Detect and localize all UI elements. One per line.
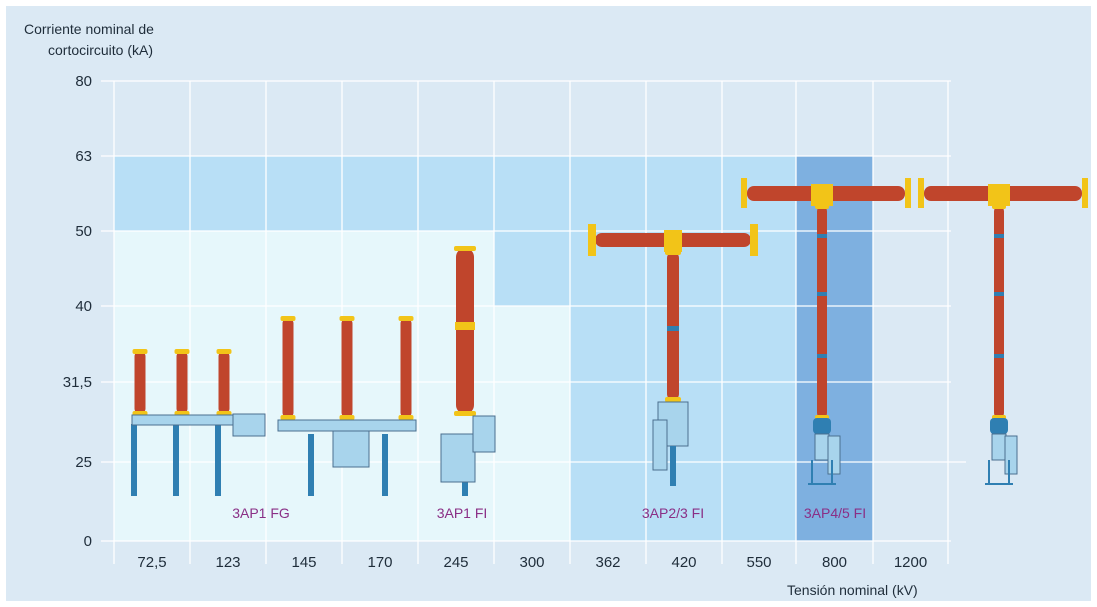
x-tick-label: 145: [291, 554, 316, 571]
y-tick-label: 40: [75, 298, 92, 315]
x-tick-label: 72,5: [137, 554, 166, 571]
x-tick-label: 123: [215, 554, 240, 571]
circuit-breaker-3ap1fg-icon: [277, 316, 417, 496]
y-tick-label: 63: [75, 148, 92, 165]
x-tick-label: 1200: [894, 554, 927, 571]
x-tick-label: 550: [746, 554, 771, 571]
circuit-breaker-3ap45fi-icon: [918, 178, 1088, 485]
x-tick-label: 362: [595, 554, 620, 571]
y-tick-label: 50: [75, 223, 92, 240]
y-tick-label: 25: [75, 454, 92, 471]
circuit-breaker-3ap1fg-icon: [131, 349, 266, 496]
region-3ap45: [796, 156, 873, 541]
x-tick-label: 420: [671, 554, 696, 571]
y-tick-label: 31,5: [63, 374, 92, 391]
region-label: 3AP4/5 FI: [804, 505, 866, 521]
x-tick-label: 800: [822, 554, 847, 571]
x-axis-title: Tensión nominal (kV): [787, 582, 918, 598]
region-label: 3AP1 FG: [232, 505, 290, 521]
y-axis-title-line1: Corriente nominal de: [24, 21, 154, 37]
circuit-breaker-3ap45fi-icon: [741, 178, 911, 485]
y-tick-label: 0: [84, 533, 92, 550]
region-label: 3AP1 FI: [437, 505, 488, 521]
x-tick-label: 300: [519, 554, 544, 571]
chart-plot: 80 63 50 40 31,5 25 0 72,5 123 145 170 245 300 362 42…: [63, 73, 1088, 571]
y-tick-label: 80: [75, 73, 92, 90]
y-axis-title-line2: cortocircuito (kA): [48, 42, 154, 58]
x-tick-label: 245: [443, 554, 468, 571]
x-tick-label: 170: [367, 554, 392, 571]
region-label: 3AP2/3 FI: [642, 505, 704, 521]
circuit-breaker-3ap23fi-icon: [588, 224, 758, 486]
chart-figure: Corriente nominal de cortocircuito (kA) …: [6, 6, 1091, 601]
circuit-breaker-3ap1fi-icon: [440, 246, 496, 496]
